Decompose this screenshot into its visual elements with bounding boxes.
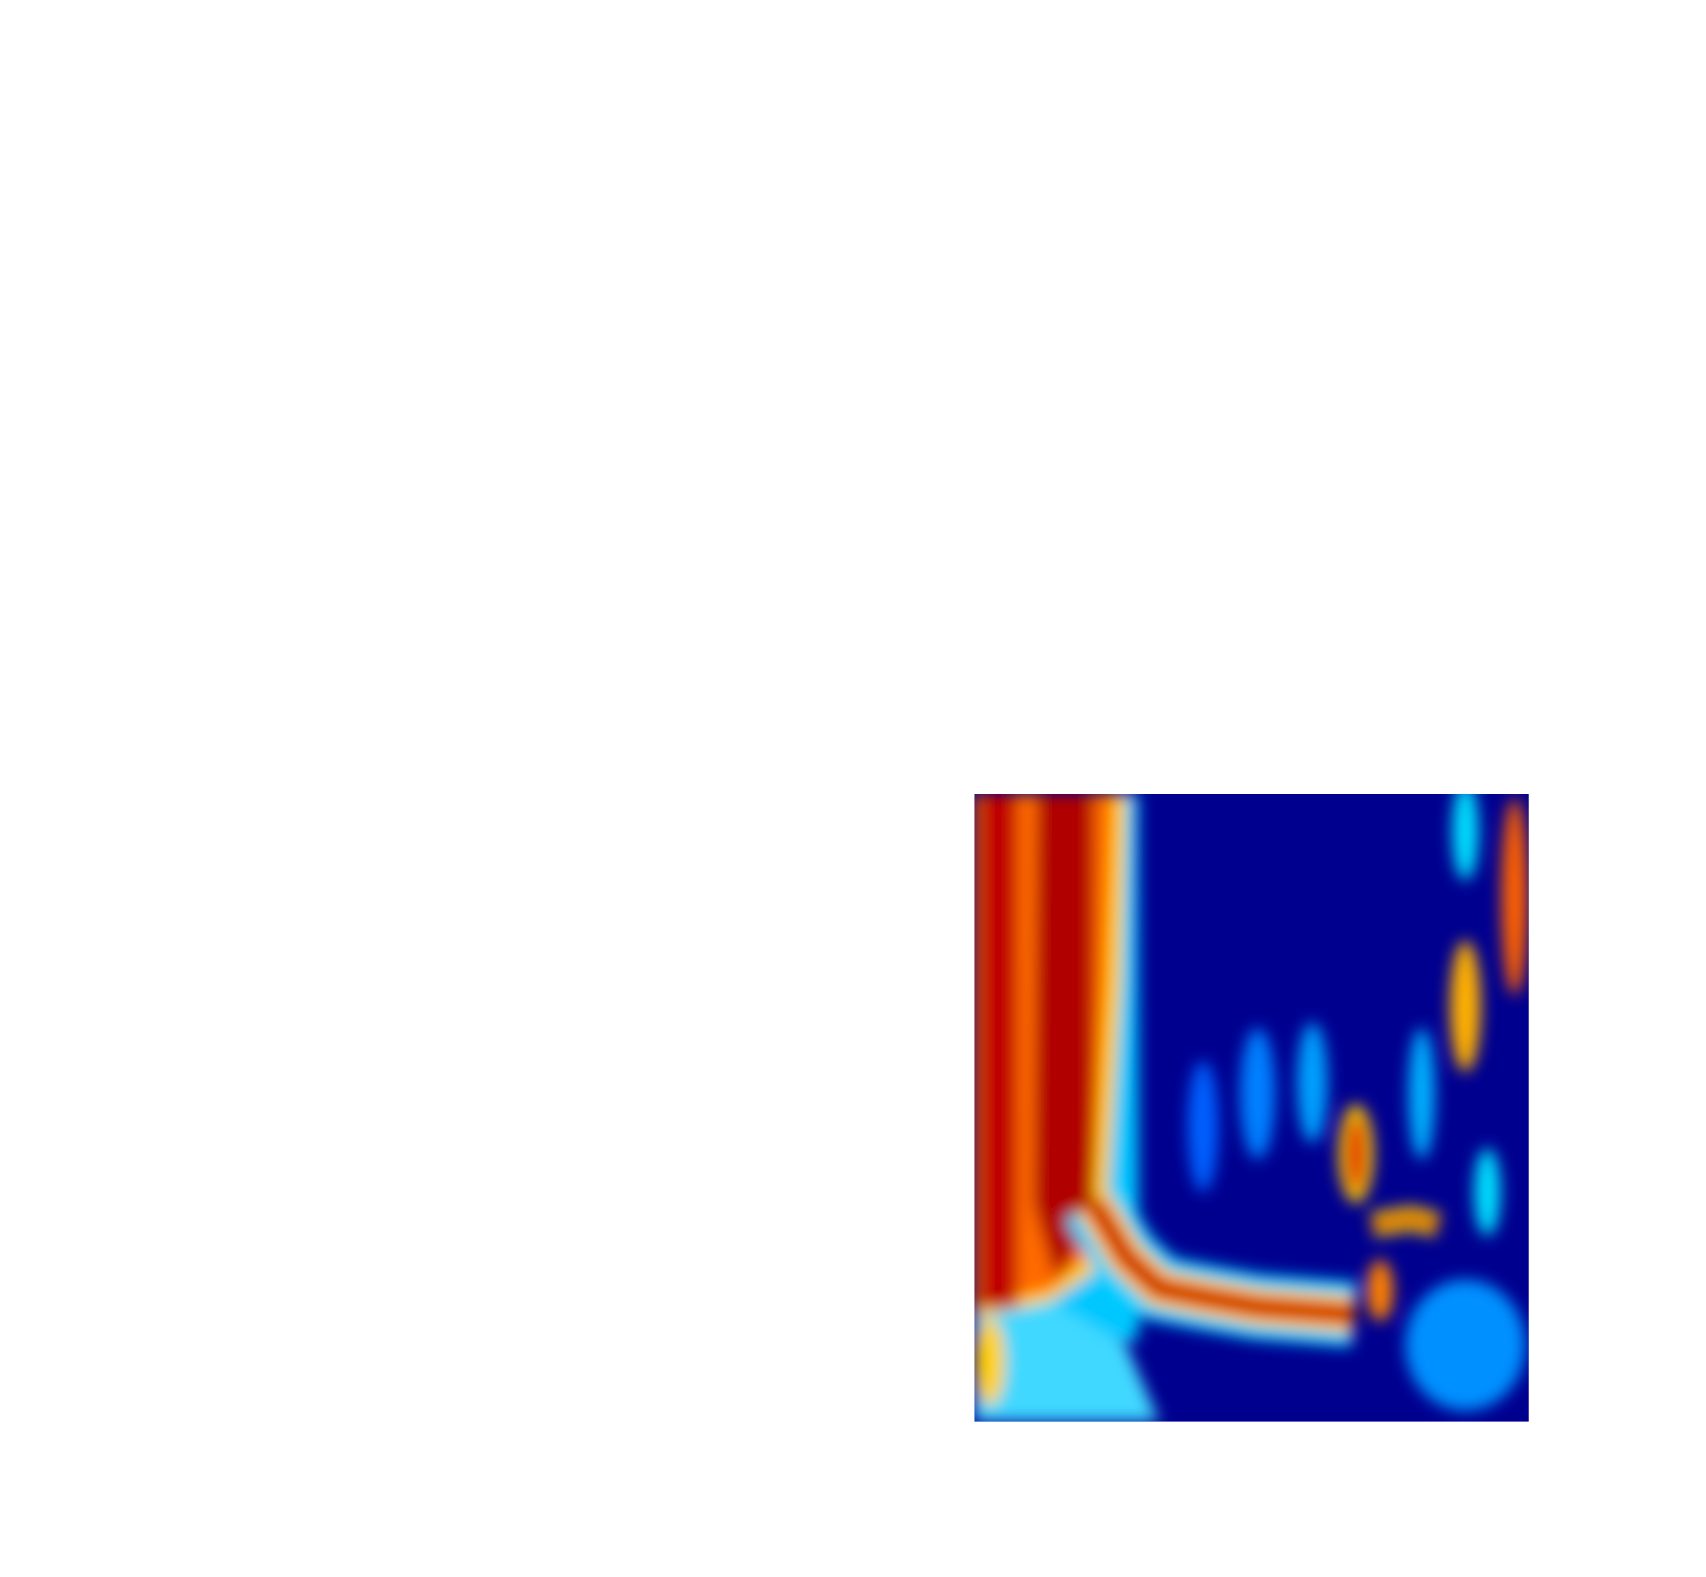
field-patch — [1296, 1022, 1328, 1143]
field-patch — [1240, 1027, 1276, 1160]
field-patch — [1450, 940, 1481, 1072]
dispersion-image — [974, 793, 1529, 1422]
field-patch — [1452, 793, 1479, 881]
field-patch — [974, 1301, 1160, 1422]
field-patch — [979, 793, 1018, 1308]
field-patch — [974, 1317, 1006, 1406]
image-field — [974, 793, 1528, 1422]
field-patch — [1408, 1027, 1435, 1160]
field-patch — [1366, 1259, 1394, 1322]
field-patch — [1346, 1115, 1366, 1193]
field-patch — [1501, 798, 1528, 996]
field-patch — [1474, 1148, 1501, 1236]
field-ridge — [1371, 1213, 1440, 1230]
field-patch — [1405, 1279, 1526, 1411]
field-patch — [1033, 793, 1094, 1280]
field-patch — [1187, 1060, 1219, 1193]
field-ridge — [1089, 1200, 1355, 1320]
